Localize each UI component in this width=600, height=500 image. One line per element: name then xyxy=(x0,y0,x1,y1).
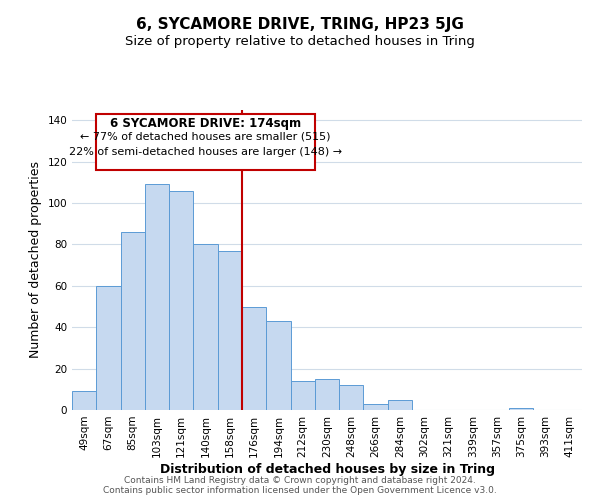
Bar xyxy=(72,392,96,410)
Text: ← 77% of detached houses are smaller (515): ← 77% of detached houses are smaller (51… xyxy=(80,132,331,142)
Bar xyxy=(218,250,242,410)
Bar xyxy=(242,306,266,410)
Text: Contains HM Land Registry data © Crown copyright and database right 2024.: Contains HM Land Registry data © Crown c… xyxy=(124,476,476,485)
Bar xyxy=(193,244,218,410)
Text: 22% of semi-detached houses are larger (148) →: 22% of semi-detached houses are larger (… xyxy=(69,146,342,156)
Y-axis label: Number of detached properties: Number of detached properties xyxy=(29,162,42,358)
Bar xyxy=(364,404,388,410)
Bar xyxy=(121,232,145,410)
Bar xyxy=(169,190,193,410)
Text: Size of property relative to detached houses in Tring: Size of property relative to detached ho… xyxy=(125,35,475,48)
X-axis label: Distribution of detached houses by size in Tring: Distribution of detached houses by size … xyxy=(160,462,494,475)
Bar xyxy=(509,408,533,410)
Bar xyxy=(145,184,169,410)
Bar xyxy=(266,321,290,410)
Text: 6 SYCAMORE DRIVE: 174sqm: 6 SYCAMORE DRIVE: 174sqm xyxy=(110,117,301,130)
Bar xyxy=(96,286,121,410)
Bar xyxy=(339,385,364,410)
Text: Contains public sector information licensed under the Open Government Licence v3: Contains public sector information licen… xyxy=(103,486,497,495)
Bar xyxy=(388,400,412,410)
FancyBboxPatch shape xyxy=(96,114,315,170)
Text: 6, SYCAMORE DRIVE, TRING, HP23 5JG: 6, SYCAMORE DRIVE, TRING, HP23 5JG xyxy=(136,18,464,32)
Bar xyxy=(290,381,315,410)
Bar xyxy=(315,379,339,410)
